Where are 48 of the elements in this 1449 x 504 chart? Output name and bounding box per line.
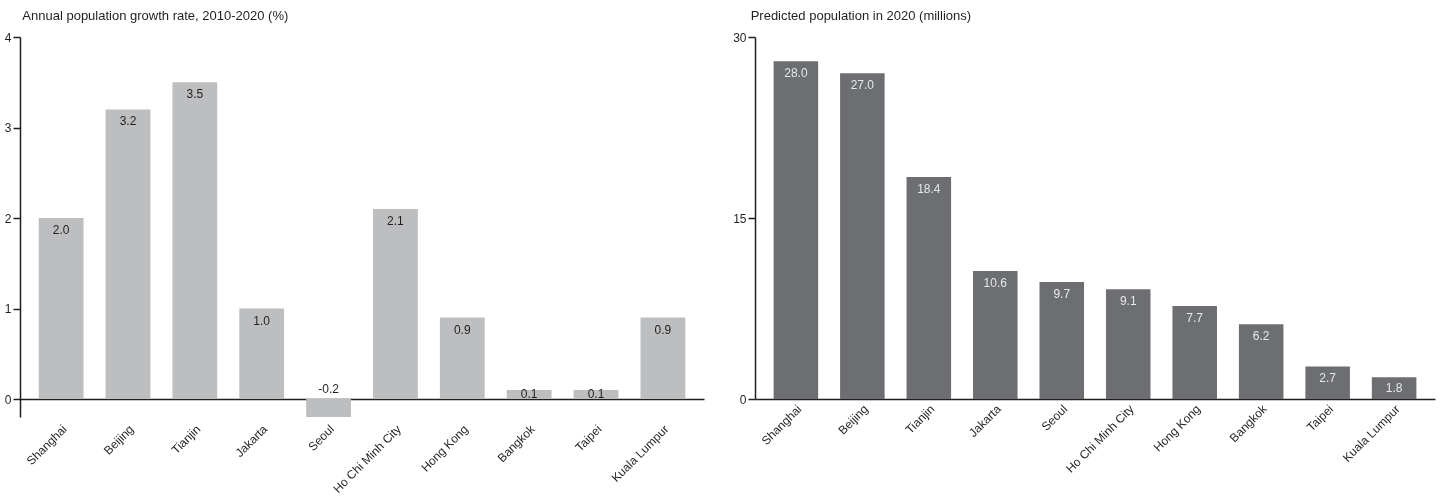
bar: [239, 308, 285, 399]
y-tick-label: 15: [733, 211, 747, 226]
data-label: -0.2: [318, 382, 340, 396]
bar: [1305, 366, 1350, 399]
y-tick-label: 1: [4, 302, 12, 316]
bar: [640, 317, 686, 399]
bar: [906, 176, 952, 399]
data-label: 2.0: [52, 223, 70, 237]
data-label: 1.0: [253, 313, 271, 328]
data-label: 6.2: [1252, 329, 1270, 344]
bar: [1238, 324, 1284, 399]
y-tick-label: 3: [4, 121, 12, 135]
bar: [1105, 289, 1151, 399]
data-label: 9.7: [1053, 286, 1071, 301]
data-label: 0.1: [587, 387, 605, 402]
bar: [973, 271, 1018, 399]
bar: [38, 218, 84, 399]
data-label: 7.7: [1186, 311, 1204, 326]
bar: [373, 208, 418, 399]
bar: [1371, 377, 1417, 399]
bar: [172, 82, 218, 399]
bar: [773, 61, 819, 399]
data-label: 9.1: [1119, 294, 1137, 309]
bar: [439, 317, 485, 399]
data-label: 2.7: [1319, 371, 1337, 386]
bar: [306, 399, 351, 418]
y-tick-label: 30: [733, 30, 747, 45]
data-label: 0.1: [520, 387, 538, 402]
data-label: 0.9: [453, 322, 471, 337]
chart-title: Predicted population in 2020 (millions): [750, 8, 972, 23]
data-label: 28.0: [784, 66, 808, 81]
data-label: 3.2: [119, 114, 137, 129]
bar: [105, 109, 151, 399]
y-tick-label: 2: [4, 211, 12, 226]
data-label: 18.4: [917, 181, 941, 196]
data-label: 3.5: [186, 87, 204, 102]
y-tick-label: 0: [739, 392, 747, 407]
data-label: 27.0: [850, 78, 875, 93]
data-label: 1.8: [1385, 381, 1403, 396]
bar: [840, 73, 885, 399]
bar: [1172, 306, 1217, 399]
data-label: 2.1: [387, 213, 405, 228]
bar: [1039, 281, 1085, 399]
y-tick-label: 0: [4, 392, 12, 407]
data-label: 0.9: [654, 322, 672, 337]
y-tick-label: 4: [4, 30, 12, 45]
data-label: 10.6: [983, 276, 1008, 291]
chart-title: Annual population growth rate, 2010-2020 (%): [22, 8, 289, 23]
